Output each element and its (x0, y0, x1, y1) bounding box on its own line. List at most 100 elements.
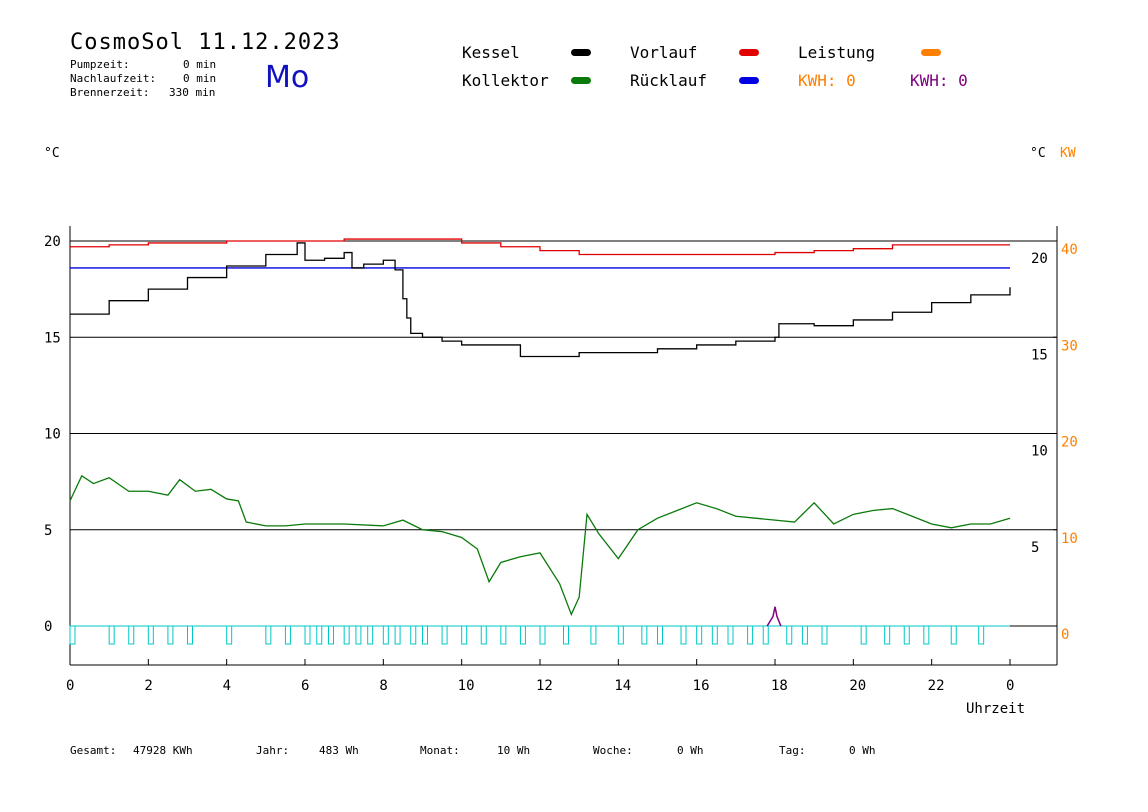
nachlaufzeit-value: 0 min (183, 72, 217, 85)
left-tick-label: 20 (44, 234, 61, 250)
legend-vorlauf-label: Vorlauf (630, 43, 698, 62)
cyan-pulse (519, 625, 526, 645)
cyan-pulse (801, 625, 808, 645)
legend-vorlauf-swatch (739, 49, 759, 56)
right-axis-unit-kw: KW (1060, 146, 1076, 161)
cyan-pulse (563, 625, 569, 645)
cyan-pulse (382, 625, 389, 645)
cyan-pulse (147, 625, 154, 645)
pumpzeit-label: Pumpzeit: (70, 58, 130, 71)
cyan-pulse (422, 625, 428, 645)
right-axis-unit-c: °C (1030, 146, 1046, 161)
cyan-pulse (711, 625, 718, 645)
chart-axes (69, 226, 1058, 666)
right-tick-label-kw: 0 (1061, 627, 1069, 643)
gesamt-label: Gesamt: (70, 744, 117, 757)
right-tick-label-c: 15 (1031, 347, 1048, 363)
cyan-pulse (441, 625, 448, 645)
left-tick-label: 15 (44, 330, 61, 346)
cyan-pulse (108, 625, 115, 645)
legend-kwh-orange: KWH: 0 (798, 71, 856, 90)
right-tick-label-kw: 20 (1061, 435, 1078, 451)
right-tick-label-kw: 10 (1061, 531, 1078, 547)
woche-value: 0 Wh (677, 744, 704, 757)
legend-kessel-swatch (571, 49, 591, 56)
cyan-pulse (343, 625, 350, 645)
x-tick-label: 20 (849, 678, 866, 694)
cyan-pulse (69, 625, 76, 645)
x-tick-label: 4 (223, 678, 231, 694)
cyan-pulse (394, 625, 401, 645)
cyan-pulse (187, 625, 193, 645)
cyan-pulse (355, 625, 362, 645)
series-line-kessel (70, 242, 1011, 358)
cyan-pulse (284, 625, 291, 645)
cyan-pulses (69, 625, 1010, 645)
x-tick-label: 2 (144, 678, 152, 694)
cyan-pulse (128, 625, 135, 645)
right-tick-label-c: 20 (1031, 251, 1048, 267)
series-line-kollektor (69, 474, 1011, 617)
cyan-pulse (316, 625, 323, 645)
nachlaufzeit-label: Nachlaufzeit: (70, 72, 157, 85)
cyan-pulse (696, 625, 703, 645)
cyan-pulse (480, 625, 487, 645)
cyan-pulse (978, 625, 985, 645)
cyan-pulse (657, 625, 663, 645)
x-tick-label: 0 (1006, 678, 1014, 694)
left-tick-label: 0 (44, 619, 52, 635)
cyan-pulse (226, 625, 233, 645)
cyan-pulse (641, 625, 648, 645)
chart-grid (70, 240, 1057, 627)
left-tick-label: 10 (44, 427, 61, 443)
right-tick-label-c: 5 (1031, 540, 1039, 556)
cyan-pulse (923, 625, 930, 645)
x-axis-label: Uhrzeit (966, 701, 1026, 717)
series-line-vorlauf (70, 238, 1010, 256)
cyan-pulse (328, 625, 334, 645)
cyan-pulse (167, 625, 174, 645)
right-tick-label-kw: 30 (1061, 338, 1078, 354)
weekday: Mo (265, 60, 310, 95)
x-tick-label: 12 (536, 678, 553, 694)
page-title: CosmoSol 11.12.2023 (70, 30, 341, 55)
cyan-pulse (762, 625, 769, 645)
cyan-pulse (617, 625, 624, 645)
monat-value: 10 Wh (497, 744, 531, 757)
cyan-pulse (590, 625, 597, 645)
gesamt-value: 47928 KWh (133, 744, 193, 757)
legend-ruecklauf-swatch (739, 77, 759, 84)
brennerzeit-label: Brennerzeit: (70, 86, 150, 99)
cyan-pulse (727, 625, 734, 645)
cyan-pulse (821, 625, 828, 645)
left-tick-label: 5 (44, 523, 52, 539)
x-tick-label: 10 (458, 678, 475, 694)
cyan-pulse (860, 625, 867, 645)
right-tick-label-c: 10 (1031, 444, 1048, 460)
cyan-pulse (367, 625, 374, 645)
legend-kollektor-label: Kollektor (462, 71, 549, 90)
cyan-pulse (903, 625, 910, 645)
legend-ruecklauf-label: Rücklauf (630, 71, 708, 90)
cyan-pulse (950, 625, 957, 645)
cyan-pulse (884, 625, 891, 645)
x-tick-label: 8 (379, 678, 387, 694)
legend-leistung-label: Leistung (798, 43, 876, 62)
left-axis-unit: °C (44, 146, 60, 161)
jahr-label: Jahr: (256, 744, 290, 757)
cyan-pulse (461, 625, 468, 645)
cyan-pulse (304, 625, 311, 645)
chart-ticks: 20 15 10 5 0 20 15 10 5 40 30 20 10 0 0 2 4 6 8 10 12 14 16 18 2… (44, 234, 1078, 694)
woche-label: Woche: (593, 744, 633, 757)
cyan-pulse (786, 625, 793, 645)
legend-leistung-swatch (921, 49, 941, 56)
right-tick-label-kw: 40 (1061, 242, 1078, 258)
brennerzeit-value: 330 min (169, 86, 216, 99)
monat-label: Monat: (420, 744, 460, 757)
x-tick-label: 16 (693, 678, 710, 694)
pumpzeit-value: 0 min (183, 58, 217, 71)
x-tick-label: 22 (928, 678, 945, 694)
x-tick-label: 14 (614, 678, 631, 694)
legend-kwh-purple: KWH: 0 (910, 71, 968, 90)
